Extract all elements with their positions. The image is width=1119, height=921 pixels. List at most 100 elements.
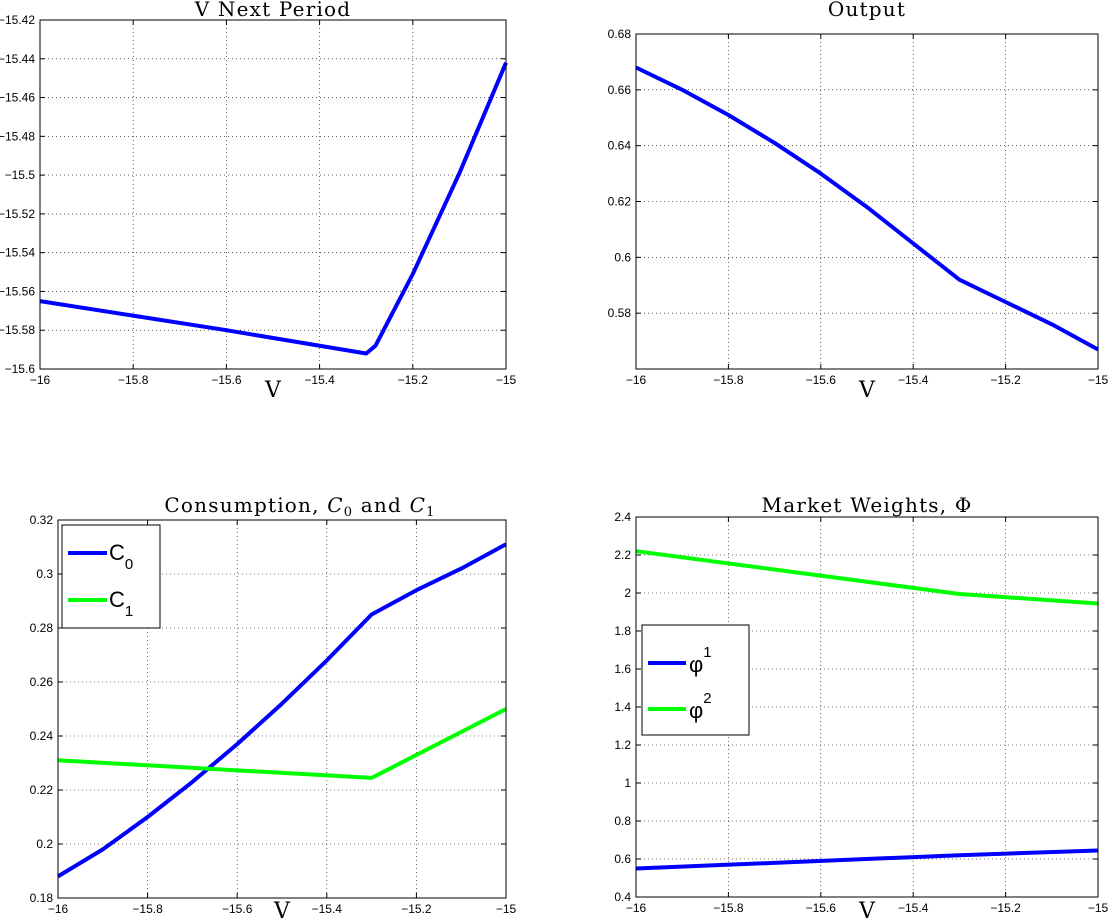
y-tick-label: 0.32	[30, 513, 54, 527]
y-tick-label: 0.66	[608, 83, 632, 97]
legend-label-phi2: φ2	[689, 690, 712, 723]
data-lines	[635, 65, 1099, 352]
series-line-2	[635, 549, 1099, 606]
title-c1: C	[410, 493, 427, 517]
x-tick-label: −15.8	[118, 373, 149, 387]
panel-output: −16 −15.8 −15.6 −15.4 −15.2 −15 0.58 0.6 0.62 0.6…	[608, 0, 1109, 403]
x-tick-label: −15.4	[898, 901, 929, 915]
title-c0-sub: 0	[344, 505, 353, 520]
y-tick-label: 2.2	[614, 548, 631, 562]
x-tick-label: −15.4	[898, 373, 929, 387]
grid	[40, 20, 506, 369]
x-tick-label: −15.4	[312, 902, 343, 916]
data-lines	[56, 542, 507, 879]
legend-label-c1: C1	[109, 587, 133, 620]
legend: φ1 φ2	[641, 624, 750, 736]
x-tick-label: −16	[626, 901, 647, 915]
y-tick-label: −15.42	[0, 13, 35, 27]
x-tick-label: −15.8	[713, 901, 744, 915]
ticks: −16 −15.8 −15.6 −15.4 −15.2 −15 0.18 0.2 0.22 0.2…	[30, 513, 517, 916]
y-tick-label: −15.5	[5, 168, 36, 182]
x-tick-label: −15	[1088, 373, 1109, 387]
y-tick-label: 1.8	[614, 624, 631, 638]
x-tick-label: −15.2	[990, 373, 1021, 387]
y-tick-label: 0.3	[36, 567, 53, 581]
x-tick-label: −16	[48, 902, 69, 916]
ticks: −16 −15.8 −15.6 −15.4 −15.2 −15 0.58 0.6 0.62 0.6…	[608, 27, 1109, 387]
y-tick-label: −15.56	[0, 284, 35, 298]
legend-box	[641, 624, 750, 736]
series-line-1	[635, 65, 1099, 352]
data-lines	[39, 61, 508, 356]
x-tick-label: −15.4	[304, 373, 335, 387]
legend: C0 C1	[61, 524, 161, 629]
title-text: Consumption,	[164, 493, 327, 517]
y-tick-label: 2	[624, 586, 631, 600]
x-tick-label: −15.2	[990, 901, 1021, 915]
y-tick-label: 0.64	[608, 139, 632, 153]
y-tick-label: 1	[624, 776, 631, 790]
x-tick-label: −15.2	[398, 373, 429, 387]
grid	[58, 520, 506, 898]
y-tick-label: −15.48	[0, 129, 35, 143]
chart-title: Consumption, C0 and C1	[164, 493, 435, 520]
x-axis-label: V	[858, 899, 876, 921]
y-tick-label: 0.6	[614, 852, 631, 866]
x-tick-label: −16	[30, 373, 51, 387]
legend-label-c0: C0	[109, 540, 133, 573]
y-tick-label: 0.8	[614, 814, 631, 828]
grid	[636, 34, 1098, 369]
chart-title: Market Weights, Φ	[762, 493, 973, 517]
y-tick-label: 0.6	[614, 250, 631, 264]
y-tick-label: 0.62	[608, 195, 632, 209]
data-lines	[635, 549, 1099, 871]
x-tick-label: −15.8	[132, 902, 163, 916]
y-tick-label: −15.54	[0, 246, 35, 260]
x-tick-label: −15	[496, 902, 517, 916]
y-tick-label: −15.44	[0, 52, 35, 66]
x-tick-label: −15.8	[713, 373, 744, 387]
x-axis-label: V	[858, 378, 876, 403]
axes-frame	[39, 19, 507, 370]
panel-market-weights: −16 −15.8 −15.6 −15.4 −15.2 −15 0.4 0.6 0.8 1 1.2 1…	[614, 493, 1108, 921]
y-tick-label: 1.4	[614, 700, 631, 714]
x-tick-label: −15.6	[211, 373, 242, 387]
series-line-2	[57, 707, 507, 780]
ticks: −16 −15.8 −15.6 −15.4 −15.2 −15 −15.6 −15.58 −15…	[0, 13, 517, 387]
y-tick-label: 0.58	[608, 306, 632, 320]
y-tick-label: 0.2	[36, 837, 53, 851]
panel-v-next-period: −16 −15.8 −15.6 −15.4 −15.2 −15 −15.6 −15.58 −15…	[0, 0, 517, 403]
y-tick-label: 1.2	[614, 738, 631, 752]
y-tick-label: 0.68	[608, 27, 632, 41]
x-axis-label: V	[273, 899, 291, 921]
series-line-1	[56, 542, 507, 879]
y-tick-label: 0.4	[614, 890, 631, 904]
series-line-1	[635, 848, 1099, 871]
legend-box	[61, 524, 161, 629]
x-tick-label: −15.6	[806, 373, 837, 387]
x-tick-label: −15.6	[806, 901, 837, 915]
y-tick-label: 1.6	[614, 662, 631, 676]
plot-area	[40, 20, 506, 369]
y-tick-label: 0.26	[30, 675, 54, 689]
x-tick-label: −15.6	[222, 902, 253, 916]
chart-title: Output	[828, 0, 906, 21]
axes-frame	[57, 519, 507, 899]
y-tick-label: 2.4	[614, 510, 631, 524]
x-tick-label: −15.2	[401, 902, 432, 916]
chart-title: V Next Period	[194, 0, 352, 21]
x-tick-label: −15	[1088, 901, 1109, 915]
y-tick-label: −15.58	[0, 323, 35, 337]
y-tick-label: −15.52	[0, 207, 35, 221]
y-tick-label: 0.18	[30, 891, 54, 905]
x-axis-label: V	[264, 378, 282, 403]
title-c1-sub: 1	[426, 505, 435, 520]
title-and: and	[353, 493, 409, 517]
title-c0: C	[327, 493, 344, 517]
series-line-1	[39, 61, 508, 356]
y-tick-label: −15.46	[0, 91, 35, 105]
y-tick-label: −15.6	[5, 362, 36, 376]
y-tick-label: 0.22	[30, 783, 54, 797]
y-tick-label: 0.24	[30, 729, 54, 743]
